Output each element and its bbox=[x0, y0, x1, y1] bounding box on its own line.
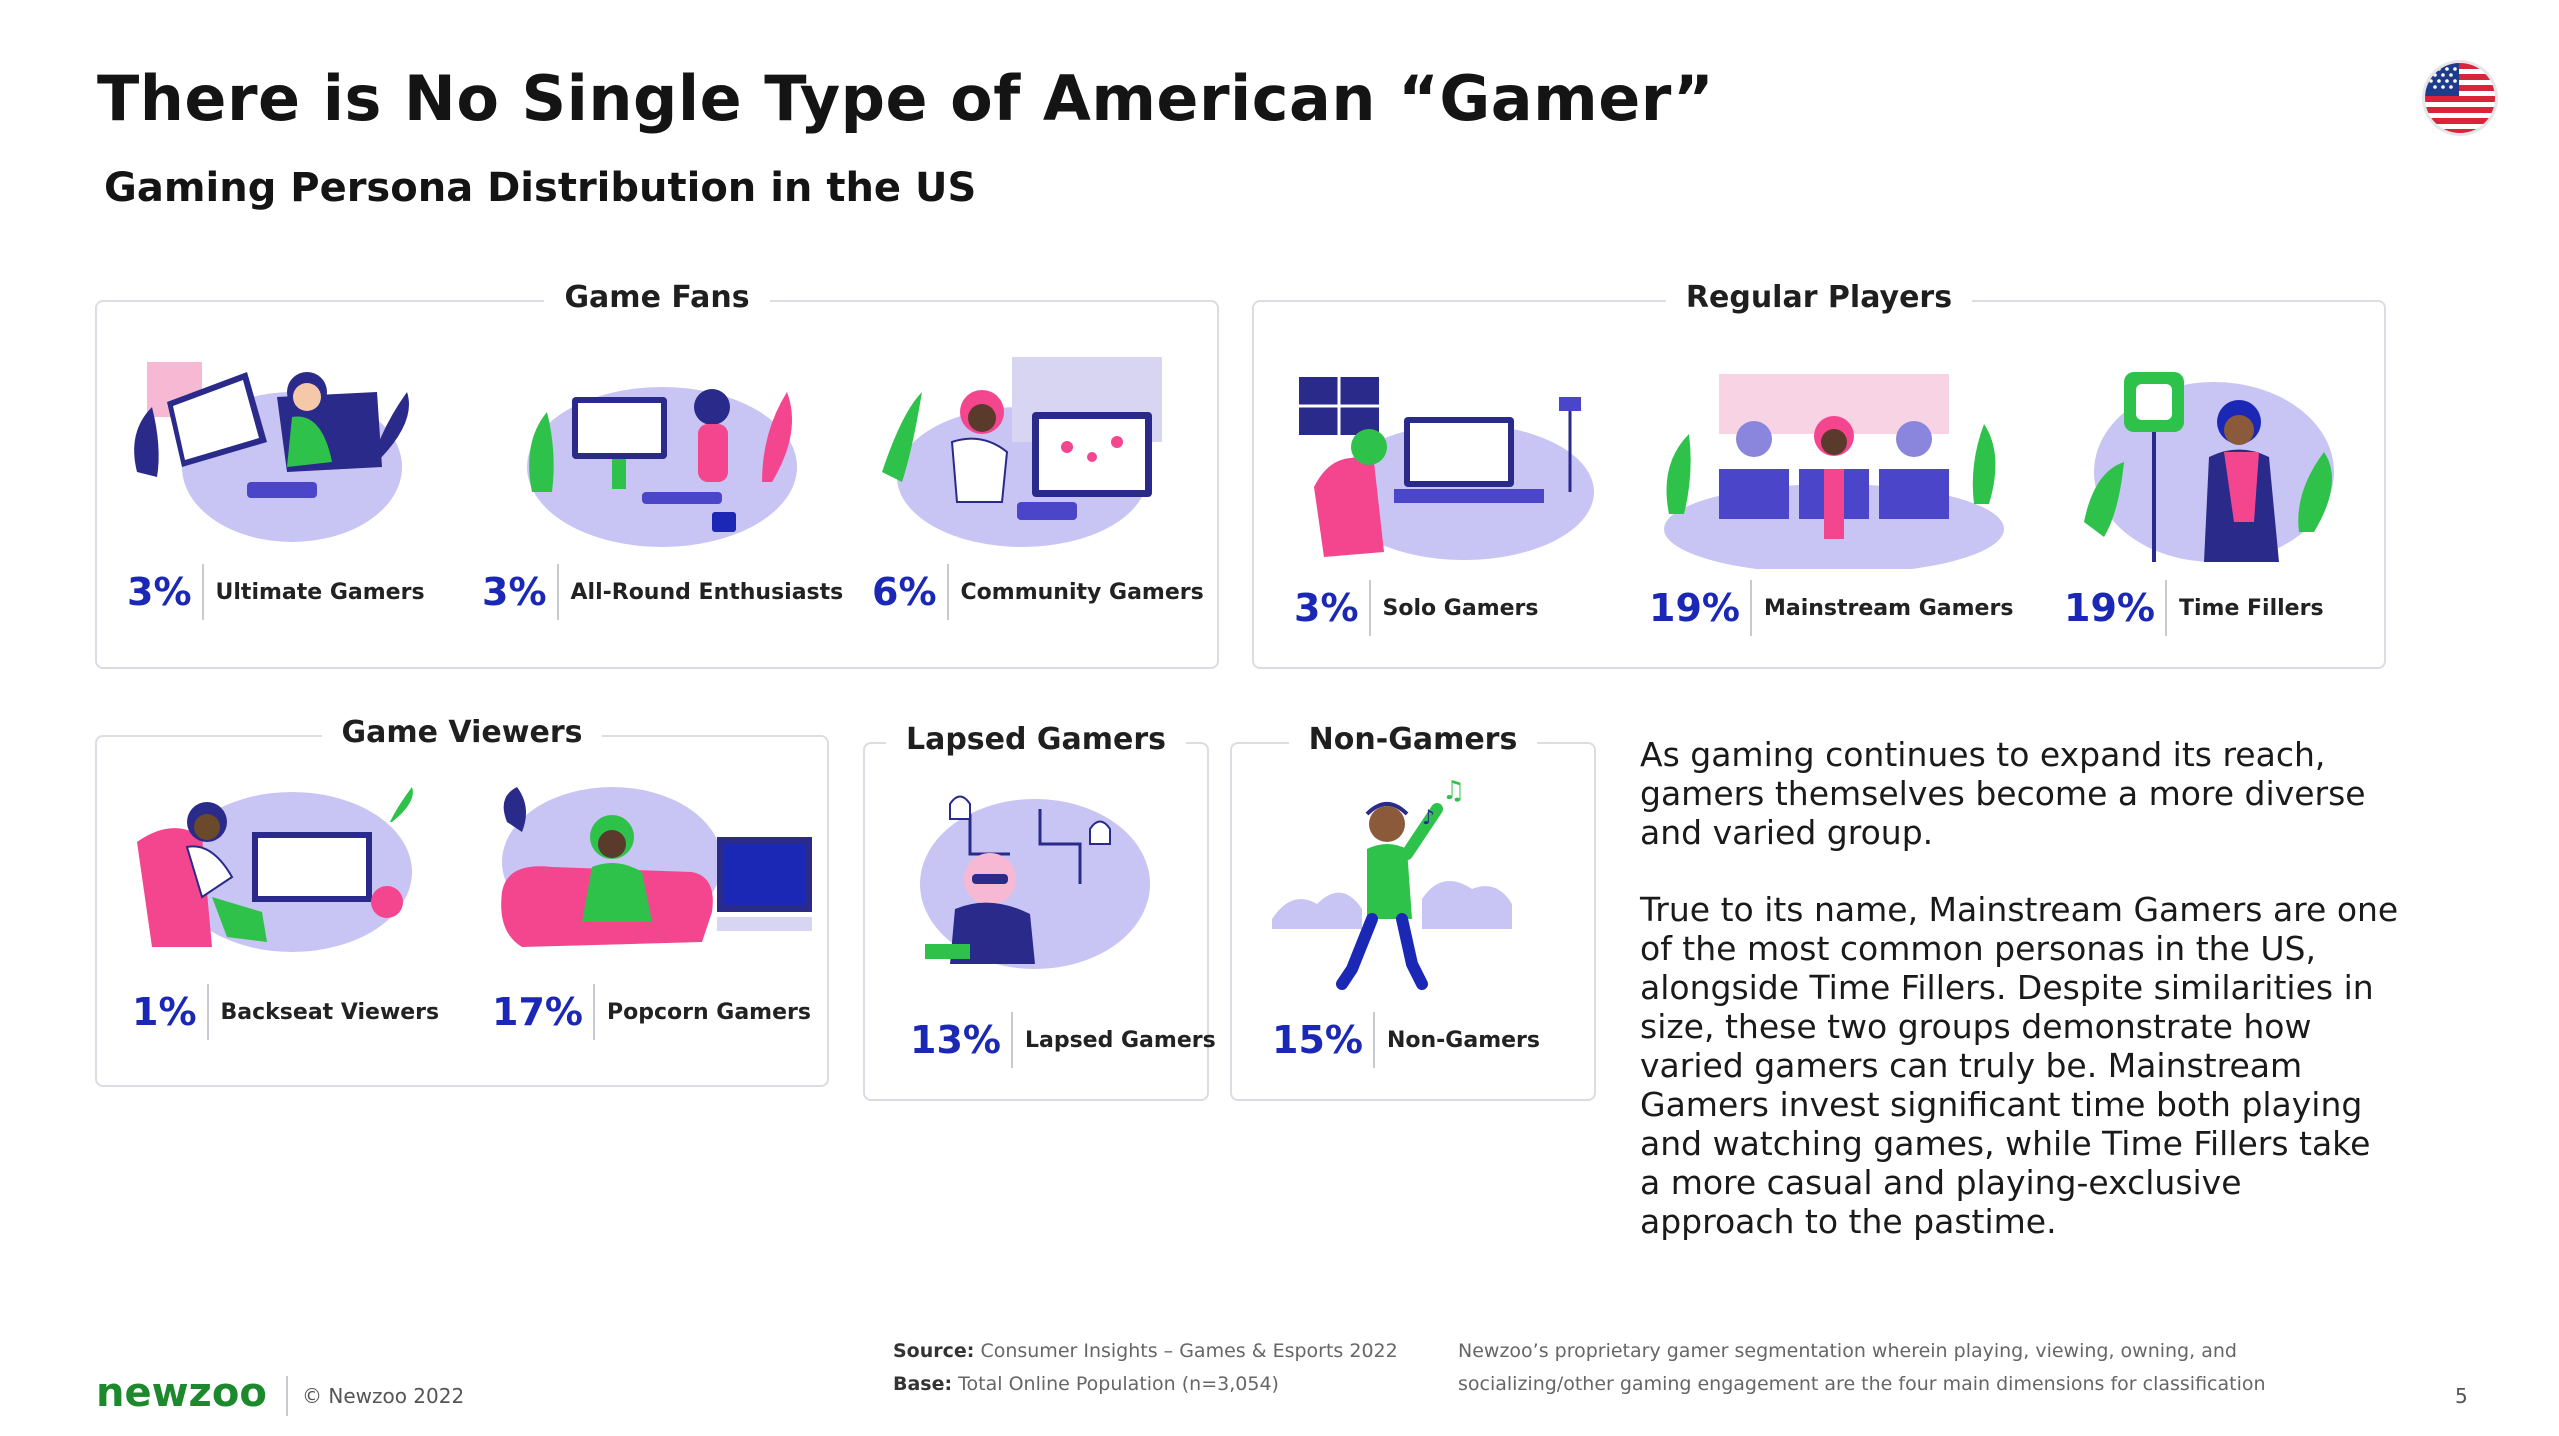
divider bbox=[556, 564, 559, 620]
us-flag-icon bbox=[2425, 63, 2495, 133]
backseat-viewers-illustration-icon bbox=[137, 787, 413, 952]
mainstream-gamers-illustration-icon bbox=[1664, 374, 2004, 569]
footer-divider bbox=[286, 1376, 288, 1416]
all-round-enthusiasts-illustration-icon bbox=[527, 387, 797, 547]
base-line: Base: Total Online Population (n=3,054) bbox=[893, 1373, 1279, 1395]
percent-lapsed-gamers: 13% bbox=[910, 1018, 1001, 1062]
group-game-fans: Game Fans 3% Ultimate Gamers 3% bbox=[95, 280, 1219, 669]
non-gamers-illustration-icon: ♫ ♪ bbox=[1272, 776, 1512, 990]
base-label: Base: bbox=[893, 1373, 953, 1395]
group-title-regular-players: Regular Players bbox=[1665, 280, 1973, 315]
divider bbox=[946, 564, 949, 620]
body-paragraph-1: As gaming continues to expand its reach,… bbox=[1640, 735, 2366, 852]
time-fillers-illustration-icon bbox=[2084, 372, 2334, 562]
persona-solo-gamers: 3% Solo Gamers bbox=[1294, 377, 1614, 662]
persona-popcorn-gamers: 17% Popcorn Gamers bbox=[492, 782, 817, 1077]
divider bbox=[1749, 580, 1752, 636]
persona-non-gamers: ♫ ♪ 15% Non-Gamers bbox=[1272, 769, 1582, 1089]
label-time-fillers: Time Fillers bbox=[2178, 595, 2324, 621]
page-subtitle: Gaming Persona Distribution in the US bbox=[104, 165, 977, 211]
group-title-non-gamers: Non-Gamers bbox=[1288, 722, 1538, 757]
percent-backseat-viewers: 1% bbox=[132, 990, 197, 1034]
label-backseat-viewers: Backseat Viewers bbox=[220, 999, 440, 1025]
page-number: 5 bbox=[2455, 1384, 2468, 1408]
persona-backseat-viewers: 1% Backseat Viewers bbox=[132, 782, 452, 1077]
percent-popcorn-gamers: 17% bbox=[492, 990, 583, 1034]
persona-all-round-enthusiasts: 3% All-Round Enthusiasts bbox=[482, 352, 844, 652]
percent-time-fillers: 19% bbox=[2064, 586, 2155, 630]
source-line: Source: Consumer Insights – Games & Espo… bbox=[893, 1340, 1398, 1362]
group-title-game-fans: Game Fans bbox=[544, 280, 770, 315]
divider bbox=[1372, 1012, 1375, 1068]
group-title-game-viewers: Game Viewers bbox=[321, 715, 603, 750]
group-regular-players: Regular Players 3% Solo Gamers bbox=[1252, 280, 2386, 669]
persona-time-fillers: 19% Time Fillers bbox=[2064, 362, 2364, 662]
divider bbox=[2164, 580, 2167, 636]
percent-all-round-enthusiasts: 3% bbox=[482, 570, 547, 614]
divider bbox=[1010, 1012, 1013, 1068]
persona-community-gamers: 6% Community Gamers bbox=[872, 352, 1204, 652]
body-text: As gaming continues to expand its reach,… bbox=[1640, 735, 2400, 1279]
percent-community-gamers: 6% bbox=[872, 570, 937, 614]
group-title-lapsed-gamers: Lapsed Gamers bbox=[885, 722, 1187, 757]
solo-gamers-illustration-icon bbox=[1299, 377, 1594, 560]
lapsed-gamers-illustration-icon bbox=[920, 795, 1150, 969]
newzoo-logo: newzoo bbox=[96, 1370, 267, 1416]
percent-mainstream-gamers: 19% bbox=[1649, 586, 1740, 630]
label-ultimate-gamers: Ultimate Gamers bbox=[215, 579, 425, 605]
svg-text:♪: ♪ bbox=[1422, 805, 1435, 829]
label-popcorn-gamers: Popcorn Gamers bbox=[606, 999, 811, 1025]
label-lapsed-gamers: Lapsed Gamers bbox=[1024, 1027, 1216, 1053]
divider bbox=[592, 984, 595, 1040]
divider bbox=[206, 984, 209, 1040]
percent-non-gamers: 15% bbox=[1272, 1018, 1363, 1062]
percent-ultimate-gamers: 3% bbox=[127, 570, 192, 614]
label-non-gamers: Non-Gamers bbox=[1386, 1027, 1540, 1053]
group-non-gamers: Non-Gamers ♫ ♪ 15% Non-Gamers bbox=[1230, 722, 1596, 1101]
source-label: Source: bbox=[893, 1340, 975, 1362]
label-solo-gamers: Solo Gamers bbox=[1382, 595, 1539, 621]
percent-solo-gamers: 3% bbox=[1294, 586, 1359, 630]
svg-text:♫: ♫ bbox=[1442, 776, 1465, 806]
ultimate-gamers-illustration-icon bbox=[134, 362, 409, 542]
divider bbox=[1368, 580, 1371, 636]
group-lapsed-gamers: Lapsed Gamers 13% Lapsed Gamers bbox=[863, 722, 1216, 1101]
copyright-text: © Newzoo 2022 bbox=[302, 1384, 465, 1408]
divider bbox=[201, 564, 204, 620]
label-mainstream-gamers: Mainstream Gamers bbox=[1763, 595, 2014, 621]
popcorn-gamers-illustration-icon bbox=[501, 787, 812, 947]
page-title: There is No Single Type of American “Gam… bbox=[97, 62, 1715, 135]
group-game-viewers: Game Viewers 1% Backseat Viewers bbox=[95, 715, 829, 1087]
label-community-gamers: Community Gamers bbox=[960, 579, 1204, 605]
persona-lapsed-gamers: 13% Lapsed Gamers bbox=[910, 784, 1216, 1089]
source-text: Consumer Insights – Games & Esports 2022 bbox=[980, 1340, 1398, 1362]
community-gamers-illustration-icon bbox=[882, 357, 1162, 547]
label-all-round-enthusiasts: All-Round Enthusiasts bbox=[570, 579, 844, 605]
persona-ultimate-gamers: 3% Ultimate Gamers bbox=[127, 352, 447, 652]
segmentation-note-line-1: Newzoo’s proprietary gamer segmentation … bbox=[1458, 1340, 2237, 1362]
body-paragraph-2: True to its name, Mainstream Gamers are … bbox=[1640, 890, 2399, 1241]
persona-mainstream-gamers: 19% Mainstream Gamers bbox=[1649, 374, 2019, 662]
base-text: Total Online Population (n=3,054) bbox=[958, 1373, 1279, 1395]
segmentation-note-line-2: socializing/other gaming engagement are … bbox=[1458, 1373, 2266, 1395]
